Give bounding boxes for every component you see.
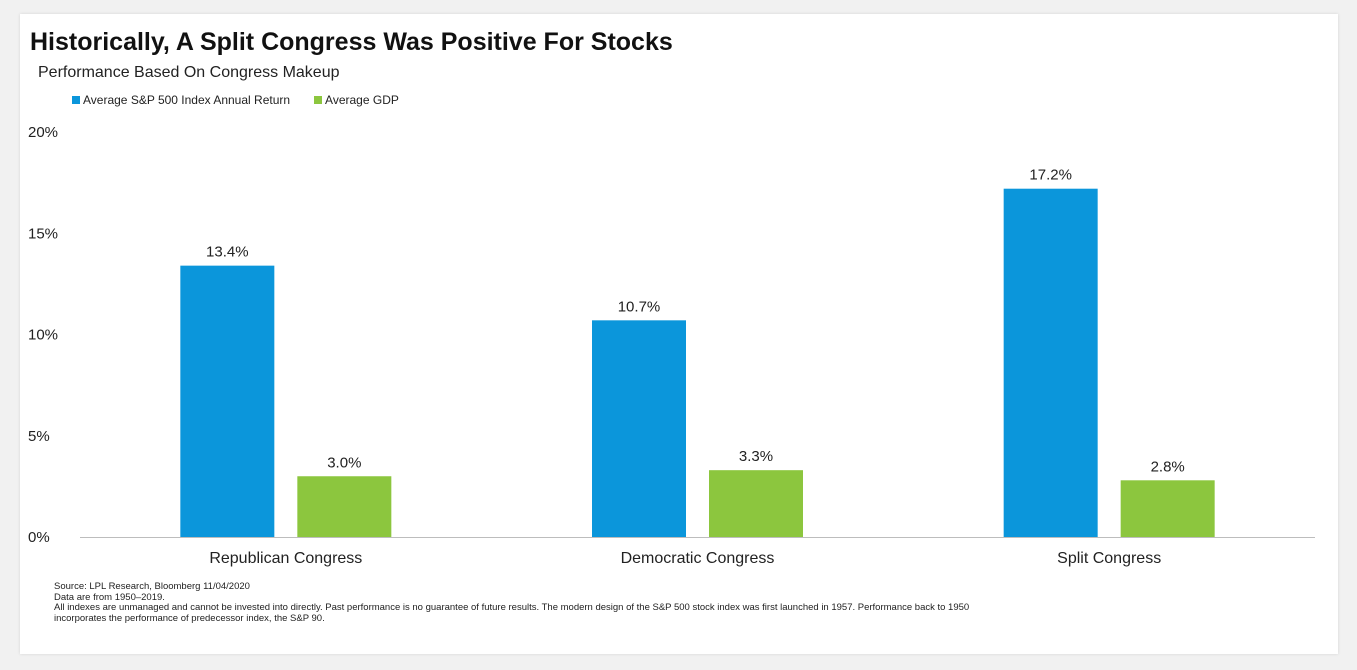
disclaimer-line-1: All indexes are unmanaged and cannot be … xyxy=(54,602,970,613)
y-tick-label: 5% xyxy=(28,428,50,445)
chart-subtitle: Performance Based On Congress Makeup xyxy=(38,64,340,81)
x-tick-label: Split Congress xyxy=(1057,550,1161,567)
y-tick-label: 0% xyxy=(28,529,50,546)
chart-card: Historically, A Split Congress Was Posit… xyxy=(20,14,1338,654)
footnotes: Source: LPL Research, Bloomberg 11/04/20… xyxy=(54,581,970,624)
source-note: Source: LPL Research, Bloomberg 11/04/20… xyxy=(54,581,250,592)
legend-item-sp500: Average S&P 500 Index Annual Return xyxy=(72,93,290,107)
legend-label-gdp: Average GDP xyxy=(325,93,399,107)
data-label: 10.7% xyxy=(618,298,661,315)
y-tick-label: 15% xyxy=(28,225,58,242)
data-label: 17.2% xyxy=(1029,167,1072,184)
y-tick-label: 20% xyxy=(28,124,58,141)
chart-title: Historically, A Split Congress Was Posit… xyxy=(30,28,673,56)
legend-item-gdp: Average GDP xyxy=(314,93,399,107)
y-tick-label: 10% xyxy=(28,327,58,344)
legend-label-sp500: Average S&P 500 Index Annual Return xyxy=(83,93,291,107)
bar xyxy=(1120,480,1215,537)
legend-swatch-sp500 xyxy=(72,96,80,104)
x-tick-label: Republican Congress xyxy=(209,550,362,567)
data-label: 3.0% xyxy=(327,454,361,471)
bar xyxy=(1003,188,1098,537)
chart-legend: Average S&P 500 Index Annual Return Aver… xyxy=(72,93,423,107)
data-label: 3.3% xyxy=(739,448,773,465)
data-range-note: Data are from 1950–2019. xyxy=(54,591,165,603)
bar xyxy=(297,476,392,537)
legend-swatch-gdp xyxy=(314,96,323,104)
bar xyxy=(180,265,275,537)
disclaimer-line-2: incorporates the performance of predeces… xyxy=(54,612,325,624)
bar xyxy=(592,320,686,537)
bar xyxy=(709,470,803,537)
data-label: 2.8% xyxy=(1151,458,1185,475)
data-label: 13.4% xyxy=(206,244,249,261)
bar-chart: 0% 5% 10% 15% 20% 13.4% 3.0% Republican Congres… xyxy=(28,124,1315,567)
x-tick-label: Democratic Congress xyxy=(621,550,775,567)
